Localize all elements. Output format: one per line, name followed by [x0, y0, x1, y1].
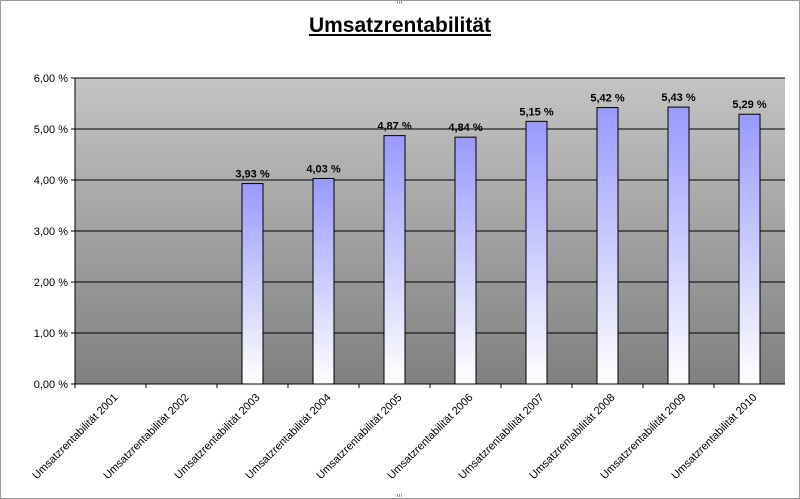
bar: [525, 120, 548, 385]
y-tick-label: 3,00 %: [34, 226, 68, 238]
bar: [596, 107, 619, 385]
y-tick-label: 5,00 %: [34, 124, 68, 136]
bar: [454, 136, 477, 385]
chart-title: Umsatzrentabilität: [308, 14, 492, 37]
bar: [241, 183, 264, 385]
data-label: 5,15 %: [519, 106, 553, 118]
data-label: 5,43 %: [661, 92, 695, 104]
y-tick-label: 4,00 %: [34, 175, 68, 187]
resize-handle-top[interactable]: [397, 1, 403, 4]
bar: [667, 106, 690, 385]
data-label: 5,29 %: [732, 99, 766, 111]
data-label: 4,87 %: [377, 121, 411, 133]
resize-handle-bottom[interactable]: [397, 494, 403, 497]
bar: [312, 177, 335, 385]
bar: [383, 135, 406, 385]
data-label: 3,93 %: [235, 169, 269, 181]
y-tick-label: 0,00 %: [34, 379, 68, 391]
bars: [241, 106, 761, 385]
data-label: 5,42 %: [590, 93, 624, 105]
data-labels: 3,93 % 4,03 % 4,87 % 4,84 % 5,15 % 5,42 % 5,43…: [235, 92, 766, 181]
category-labels: Umsatzrentabilität 2001Umsatzrentabilitä…: [30, 392, 759, 482]
data-label: 4,03 %: [306, 163, 340, 175]
y-tick-label: 6,00 %: [34, 73, 68, 85]
y-tick-labels: 0,00 % 1,00 % 2,00 % 3,00 % 4,00 % 5,00 % 6,00…: [34, 73, 68, 391]
gridlines: [75, 77, 785, 334]
axes: [71, 77, 785, 388]
bar: [738, 113, 761, 385]
y-tick-label: 2,00 %: [34, 277, 68, 289]
data-label: 4,84 %: [448, 122, 482, 134]
y-tick-label: 1,00 %: [34, 328, 68, 340]
